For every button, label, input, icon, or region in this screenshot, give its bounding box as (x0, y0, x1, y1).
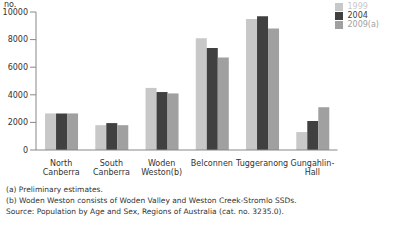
svg-text:Canberra: Canberra (43, 168, 80, 177)
svg-text:Woden: Woden (148, 159, 175, 168)
svg-text:Weston(b): Weston(b) (141, 168, 182, 177)
svg-text:North: North (50, 159, 72, 168)
html-text:(b) Woden Weston consists of W: (b) Woden Weston consists of Woden Valle… (6, 196, 297, 205)
svg-text:South: South (100, 159, 123, 168)
svg-text:0: 0 (23, 146, 28, 155)
svg-text:6000: 6000 (8, 63, 28, 72)
svg-text:4000: 4000 (8, 91, 28, 100)
html-text:Source: Population by Age and: Source: Population by Age and Sex, Regio… (6, 207, 284, 216)
html-text:2009(a): 2009(a) (347, 20, 379, 29)
svg-text:10000: 10000 (8, 8, 28, 17)
svg-text:Belconnen: Belconnen (191, 159, 233, 168)
svg-text:Tuggeranong: Tuggeranong (235, 159, 288, 168)
html-text:no.: no. (4, 0, 17, 9)
html-text:(a) Preliminary estimates.: (a) Preliminary estimates. (6, 185, 103, 194)
svg-text:8000: 8000 (8, 35, 28, 44)
html-text:2004: 2004 (347, 11, 368, 20)
html-text:1999: 1999 (347, 2, 368, 11)
svg-text:Hall: Hall (305, 168, 320, 177)
svg-text:Gungahlin-: Gungahlin- (290, 159, 334, 168)
svg-text:2000: 2000 (8, 118, 28, 127)
svg-text:Canberra: Canberra (93, 168, 130, 177)
